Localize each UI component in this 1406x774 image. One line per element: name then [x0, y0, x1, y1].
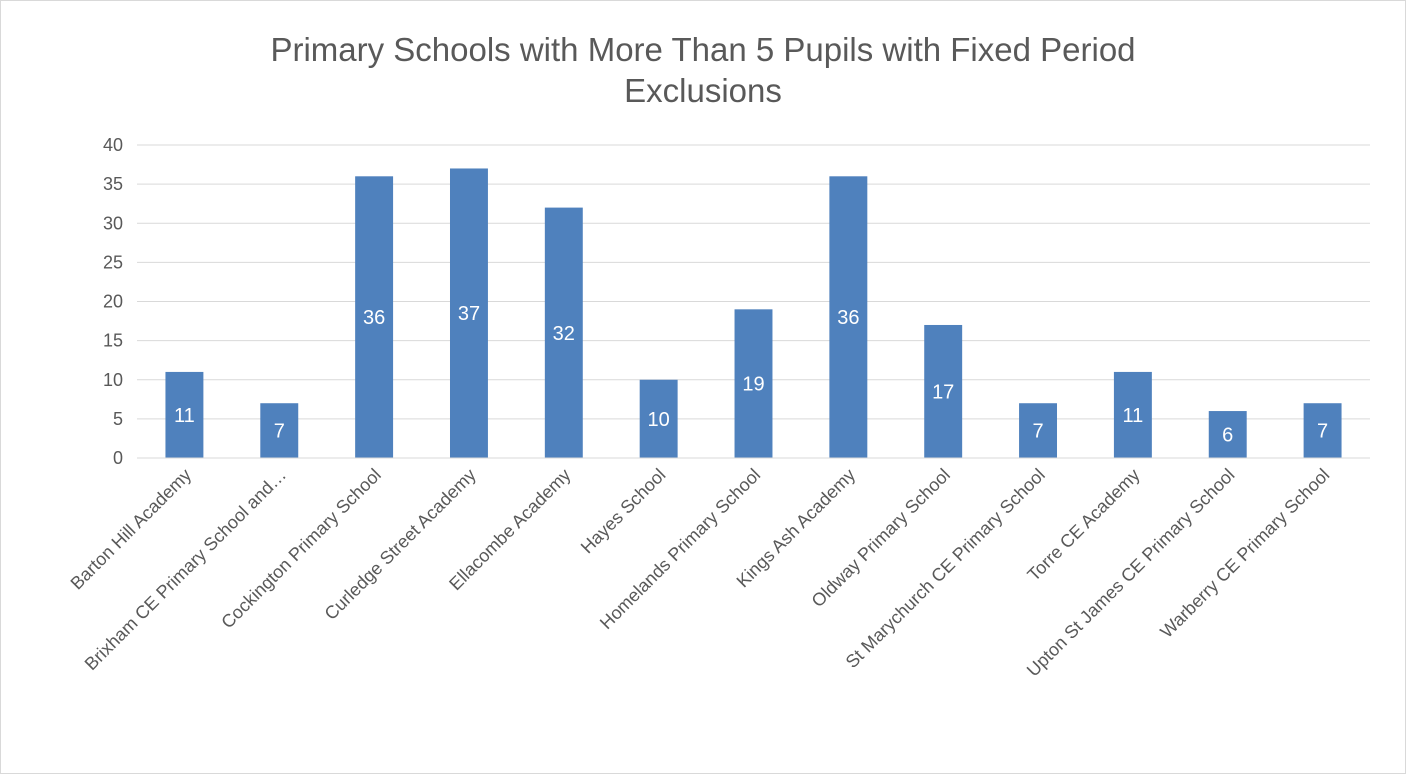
- data-label: 32: [553, 323, 575, 345]
- bar: [639, 379, 678, 458]
- category-label: Cockington Primary School: [217, 465, 385, 633]
- data-label: 7: [274, 421, 285, 443]
- y-axis-ticks: 0 5 10 15 20 25 30 35 40: [103, 135, 123, 468]
- category-label: Warberry CE Primary School: [1156, 465, 1333, 642]
- data-label: 19: [742, 374, 764, 396]
- bar: [260, 403, 299, 458]
- y-tick-label: 25: [103, 252, 123, 272]
- data-label: 10: [648, 409, 670, 431]
- y-tick-label: 0: [113, 448, 123, 468]
- category-label: Curledge Street Academy: [321, 465, 480, 624]
- bar: [829, 176, 868, 459]
- y-tick-label: 30: [103, 213, 123, 233]
- bar: [1113, 371, 1152, 458]
- chart-title-line-1: Primary Schools with More Than 5 Pupils …: [270, 31, 1136, 68]
- data-label: 17: [932, 381, 954, 403]
- y-tick-label: 20: [103, 292, 123, 312]
- data-label: 11: [1123, 405, 1144, 427]
- bar: [355, 176, 394, 459]
- bar: [924, 324, 963, 458]
- bar: [544, 207, 583, 458]
- bars: [165, 168, 1342, 459]
- category-label: Upton St James CE Primary School: [1023, 465, 1239, 681]
- chart-title-line-2: Exclusions: [624, 72, 782, 109]
- chart-title: Primary Schools with More Than 5 Pupils …: [1, 29, 1405, 111]
- bar: [449, 168, 488, 458]
- data-label: 37: [458, 303, 480, 325]
- data-label: 11: [174, 405, 195, 427]
- bar: [1019, 403, 1058, 458]
- data-label: 36: [837, 307, 859, 329]
- y-tick-label: 40: [103, 135, 123, 155]
- category-label: Homelands Primary School: [596, 465, 764, 633]
- data-label: 7: [1317, 421, 1328, 443]
- category-label: Hayes School: [577, 465, 670, 558]
- y-tick-label: 5: [113, 409, 123, 429]
- y-tick-label: 10: [103, 370, 123, 390]
- data-label: 6: [1222, 425, 1233, 447]
- category-label: Brixham CE Primary School and…: [81, 465, 290, 674]
- bar: [734, 309, 773, 458]
- y-tick-label: 15: [103, 331, 123, 351]
- data-label: 36: [363, 307, 385, 329]
- data-labels: 11 7 36 37 32 10 19 36 17 7 11 6 7: [174, 303, 1328, 446]
- bar: [1303, 403, 1342, 458]
- bar: [1208, 411, 1247, 458]
- category-label: St Marychurch CE Primary School: [842, 465, 1049, 672]
- bar: [165, 371, 204, 458]
- y-tick-label: 35: [103, 174, 123, 194]
- data-label: 7: [1032, 421, 1043, 443]
